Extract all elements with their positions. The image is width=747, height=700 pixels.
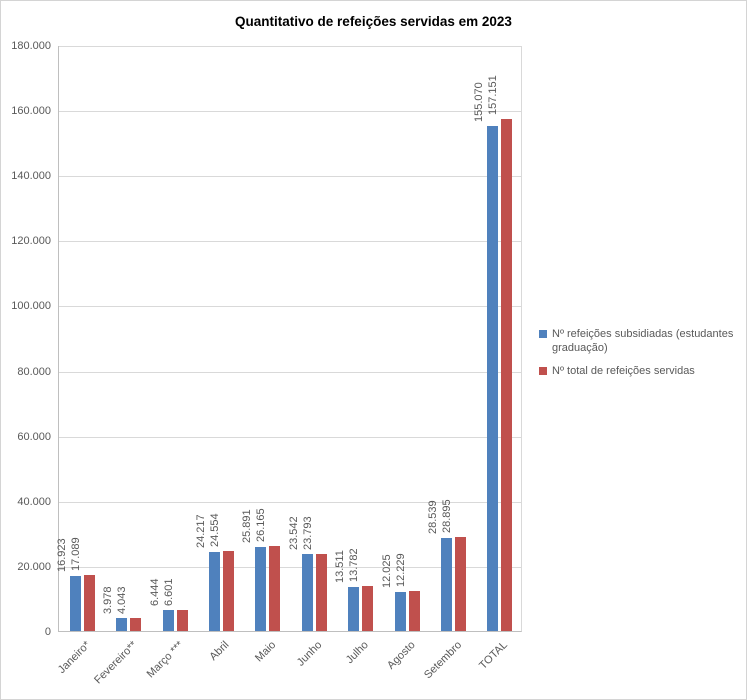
bar-value-label: 6.444 <box>148 578 161 607</box>
y-axis: 0 20.000 40.000 60.000 80.000 100.000 120.000 1… <box>1 40 51 646</box>
bar <box>176 609 188 631</box>
gridline <box>59 111 521 113</box>
bar-value-label: 157.151 <box>487 75 500 116</box>
y-tick-label: 0 <box>44 626 51 638</box>
bar-value-label: 13.511 <box>334 550 347 584</box>
x-tick-label: Março *** <box>144 639 186 681</box>
bar <box>315 553 327 631</box>
bar-value-label: 12.025 <box>380 554 393 588</box>
bar <box>255 546 267 631</box>
bar <box>348 587 360 631</box>
bar <box>394 591 406 631</box>
plot-area: 16.923 17.089 3.978 4.043 6.444 6.601 24.217 24… <box>55 46 522 632</box>
bar <box>208 552 220 631</box>
bar-value-label: 17.089 <box>69 537 82 572</box>
bar <box>222 551 234 631</box>
bar-value-label: 24.554 <box>208 513 221 548</box>
y-tick-label: 140.000 <box>11 170 51 183</box>
gridline <box>59 501 521 503</box>
legend-item: Nº total de refeições servidas <box>539 364 743 378</box>
bar-value-label: 3.978 <box>102 586 115 615</box>
gridline <box>59 241 521 243</box>
bar-value-label: 28.895 <box>440 499 453 533</box>
legend-label: Nº refeições subsidiadas (estudantes gra… <box>552 328 734 354</box>
bar-value-label: 26.165 <box>255 508 268 542</box>
bar <box>487 126 499 631</box>
bar-value-label: 12.229 <box>394 553 407 588</box>
bar <box>301 554 313 631</box>
bar <box>130 617 142 631</box>
x-tick-label: Julho <box>344 639 372 667</box>
y-tick-label: 120.000 <box>11 235 51 248</box>
bar <box>116 618 128 631</box>
bar <box>362 586 374 631</box>
bar-value-label: 24.217 <box>194 514 207 549</box>
legend-item: Nº refeições subsidiadas (estudantes gra… <box>539 327 743 355</box>
bar <box>83 575 95 631</box>
x-tick-label: Janeiro* <box>55 639 93 677</box>
y-tick-label: 180.000 <box>11 40 51 52</box>
x-tick-label: Junho <box>295 639 325 669</box>
chart-title: Quantitativo de refeições servidas em 20… <box>235 14 512 29</box>
gridline <box>59 46 521 47</box>
y-tick-label: 40.000 <box>17 495 51 508</box>
gridline <box>59 371 521 373</box>
gridline <box>59 306 521 308</box>
gridline <box>59 176 521 178</box>
bar <box>408 591 420 631</box>
x-tick-label: Agosto <box>384 639 418 672</box>
bar-value-label: 6.601 <box>162 577 175 606</box>
bar <box>162 610 174 631</box>
bar-value-label: 13.782 <box>348 548 361 583</box>
y-tick-label: 80.000 <box>17 365 51 378</box>
legend: Nº refeições subsidiadas (estudantes gra… <box>539 327 743 387</box>
y-tick-label: 60.000 <box>17 430 51 443</box>
gridline <box>59 436 521 438</box>
x-tick-label: Setembro <box>421 639 464 682</box>
x-tick-label: Fevereiro** <box>91 639 140 687</box>
legend-swatch <box>539 367 547 375</box>
legend-label: Nº total de refeições servidas <box>552 365 695 377</box>
gridline <box>59 566 521 568</box>
x-tick-label: Maio <box>252 639 279 665</box>
legend-swatch <box>539 330 547 338</box>
x-axis: Janeiro* Fevereiro** Março *** Abril Maio Jun… <box>55 634 522 699</box>
bar-value-label: 23.542 <box>287 516 300 551</box>
y-tick-label: 100.000 <box>11 300 51 313</box>
bar <box>440 538 452 631</box>
bar <box>501 119 513 631</box>
bar-value-label: 23.793 <box>301 515 314 550</box>
bar-value-label: 28.539 <box>426 500 439 535</box>
x-tick-label: TOTAL <box>477 639 511 672</box>
bar <box>269 545 281 631</box>
bar-value-label: 155.070 <box>473 82 486 123</box>
bar <box>69 575 81 631</box>
bar <box>454 536 466 631</box>
y-tick-label: 20.000 <box>17 560 51 573</box>
bar-value-label: 4.043 <box>116 586 129 614</box>
bar-value-label: 25.891 <box>241 509 254 543</box>
bar-value-label: 16.923 <box>55 538 68 572</box>
x-tick-label: Abril <box>207 639 232 664</box>
y-tick-label: 160.000 <box>11 105 51 118</box>
